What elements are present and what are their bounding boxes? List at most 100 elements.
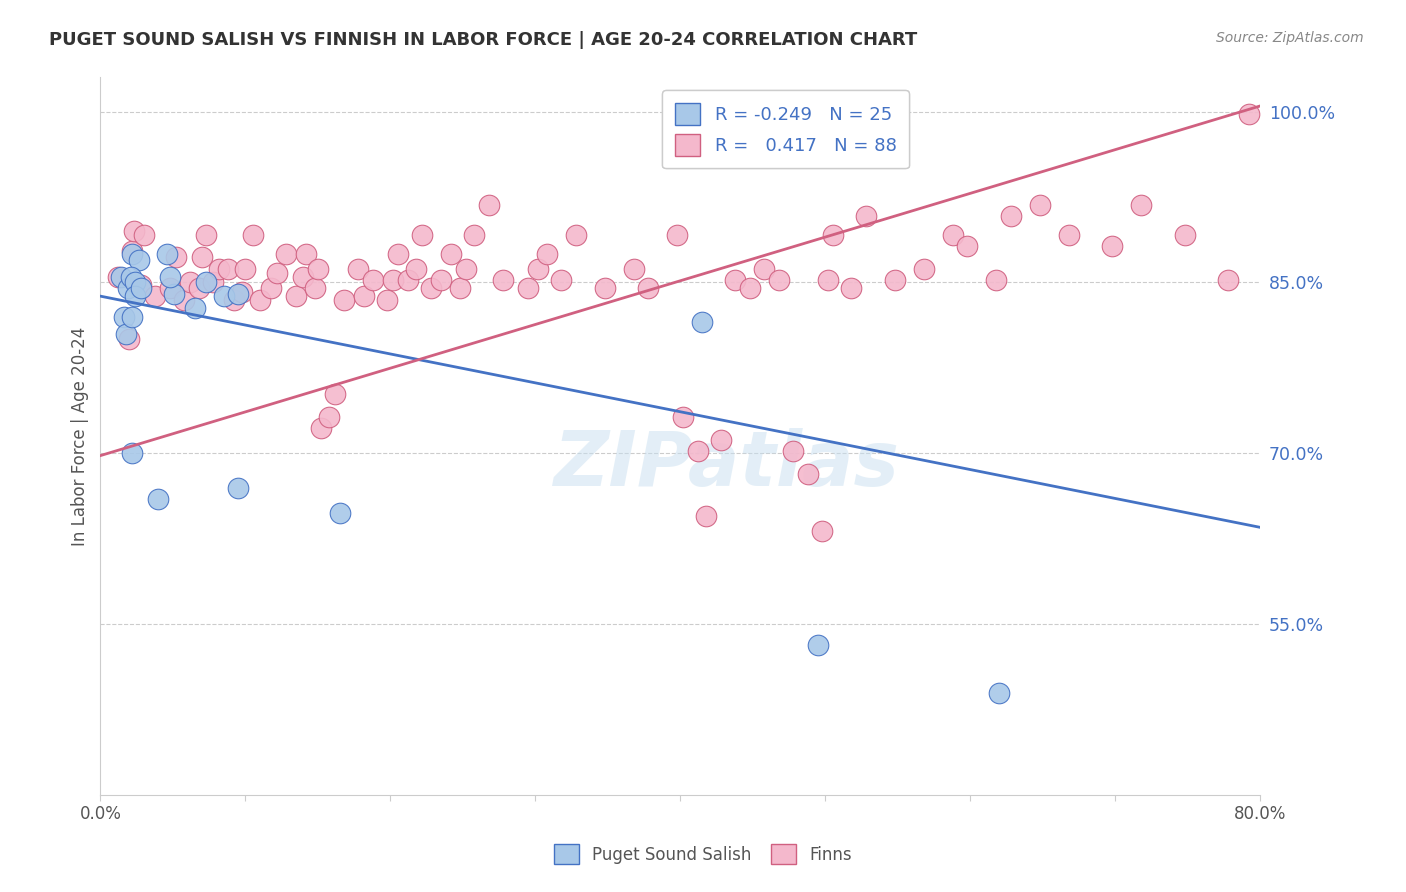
Point bbox=[163, 286, 186, 301]
Point bbox=[942, 227, 965, 242]
Point bbox=[121, 446, 143, 460]
Point bbox=[361, 273, 384, 287]
Point bbox=[382, 273, 405, 287]
Point bbox=[115, 326, 138, 341]
Point bbox=[637, 281, 659, 295]
Point bbox=[387, 247, 409, 261]
Point bbox=[285, 289, 308, 303]
Point bbox=[226, 481, 249, 495]
Point bbox=[120, 269, 142, 284]
Point bbox=[593, 281, 616, 295]
Point bbox=[536, 247, 558, 261]
Point bbox=[318, 409, 340, 424]
Point bbox=[159, 281, 181, 295]
Point bbox=[159, 269, 181, 284]
Point bbox=[817, 273, 839, 287]
Point bbox=[396, 273, 419, 287]
Point bbox=[217, 261, 239, 276]
Point bbox=[121, 247, 143, 261]
Point bbox=[454, 261, 477, 276]
Point bbox=[222, 293, 245, 307]
Point bbox=[690, 315, 713, 329]
Point bbox=[309, 421, 332, 435]
Point bbox=[208, 261, 231, 276]
Point bbox=[449, 281, 471, 295]
Point bbox=[226, 286, 249, 301]
Point bbox=[124, 289, 146, 303]
Point bbox=[517, 281, 540, 295]
Point bbox=[202, 276, 225, 290]
Point bbox=[463, 227, 485, 242]
Point bbox=[249, 293, 271, 307]
Point bbox=[419, 281, 441, 295]
Point bbox=[191, 251, 214, 265]
Point bbox=[841, 281, 863, 295]
Point bbox=[195, 276, 218, 290]
Point bbox=[430, 273, 453, 287]
Point bbox=[666, 227, 689, 242]
Point bbox=[145, 289, 167, 303]
Point bbox=[912, 261, 935, 276]
Legend: Puget Sound Salish, Finns: Puget Sound Salish, Finns bbox=[547, 838, 859, 871]
Point bbox=[329, 506, 352, 520]
Point bbox=[768, 273, 790, 287]
Point bbox=[754, 261, 776, 276]
Point bbox=[1029, 198, 1052, 212]
Point bbox=[148, 491, 170, 506]
Point bbox=[347, 261, 370, 276]
Point bbox=[307, 261, 329, 276]
Point bbox=[260, 281, 283, 295]
Point bbox=[121, 244, 143, 258]
Point bbox=[242, 227, 264, 242]
Point bbox=[686, 444, 709, 458]
Point bbox=[295, 247, 318, 261]
Point bbox=[128, 252, 150, 267]
Point bbox=[550, 273, 572, 287]
Point bbox=[233, 261, 256, 276]
Point bbox=[1000, 210, 1022, 224]
Point bbox=[121, 310, 143, 324]
Point bbox=[1218, 273, 1240, 287]
Point bbox=[492, 273, 515, 287]
Point bbox=[738, 281, 761, 295]
Point bbox=[440, 247, 463, 261]
Point bbox=[1057, 227, 1080, 242]
Point bbox=[797, 467, 820, 481]
Point bbox=[274, 247, 297, 261]
Point bbox=[883, 273, 905, 287]
Point bbox=[1130, 198, 1153, 212]
Point bbox=[855, 210, 877, 224]
Point bbox=[183, 301, 205, 315]
Point bbox=[179, 276, 201, 290]
Point bbox=[212, 289, 235, 303]
Point bbox=[811, 524, 834, 538]
Point bbox=[110, 269, 132, 284]
Point bbox=[231, 285, 253, 299]
Text: ZIPatlas: ZIPatlas bbox=[554, 428, 900, 502]
Point bbox=[122, 224, 145, 238]
Y-axis label: In Labor Force | Age 20-24: In Labor Force | Age 20-24 bbox=[72, 326, 89, 546]
Point bbox=[821, 227, 844, 242]
Point bbox=[1101, 239, 1123, 253]
Point bbox=[292, 269, 315, 284]
Point bbox=[112, 310, 135, 324]
Point bbox=[988, 685, 1011, 699]
Point bbox=[411, 227, 433, 242]
Point bbox=[118, 333, 141, 347]
Point bbox=[266, 266, 288, 280]
Point bbox=[986, 273, 1008, 287]
Point bbox=[565, 227, 588, 242]
Point bbox=[956, 239, 979, 253]
Point bbox=[710, 433, 733, 447]
Point bbox=[807, 638, 830, 652]
Point bbox=[353, 289, 375, 303]
Point bbox=[323, 387, 346, 401]
Point bbox=[156, 247, 179, 261]
Point bbox=[107, 269, 129, 284]
Point bbox=[782, 444, 804, 458]
Point bbox=[623, 261, 645, 276]
Point bbox=[695, 508, 717, 523]
Point bbox=[129, 277, 152, 292]
Point bbox=[165, 251, 187, 265]
Point bbox=[377, 293, 399, 307]
